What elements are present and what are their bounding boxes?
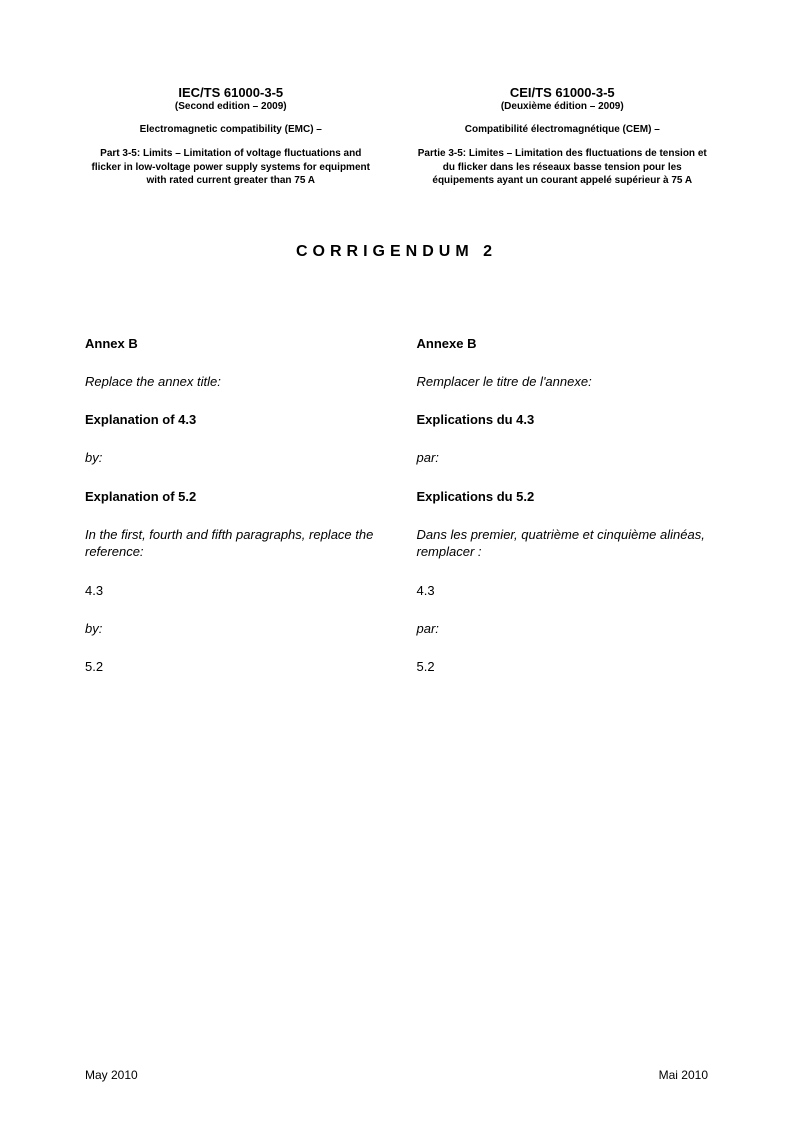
old-title-left: Explanation of 4.3 [85,412,377,427]
body: Annex B Replace the annex title: Explana… [85,336,708,697]
by1-left: by: [85,449,377,467]
corrigendum-title: CORRIGENDUM 2 [85,243,708,261]
doc-id-right: CEI/TS 61000-3-5 [417,85,709,100]
part-right: Partie 3-5: Limites – Limitation des flu… [417,147,709,188]
ref-instr-right: Dans les premier, quatrième et cinquième… [417,526,709,561]
annex-left: Annex B [85,336,377,351]
replace-title-right: Remplacer le titre de l'annexe: [417,373,709,391]
subject-right: Compatibilité électromagnétique (CEM) – [417,124,709,135]
subject-left: Electromagnetic compatibility (EMC) – [85,124,377,135]
doc-id-left: IEC/TS 61000-3-5 [85,85,377,100]
header-right-col: CEI/TS 61000-3-5 (Deuxième édition – 200… [417,85,709,188]
new-ref-left: 5.2 [85,659,377,674]
by1-right: par: [417,449,709,467]
body-left-col: Annex B Replace the annex title: Explana… [85,336,377,697]
body-right-col: Annexe B Remplacer le titre de l'annexe:… [417,336,709,697]
by2-right: par: [417,620,709,638]
new-title-left: Explanation of 5.2 [85,489,377,504]
old-ref-right: 4.3 [417,583,709,598]
footer-date-left: May 2010 [85,1068,138,1082]
footer-date-right: Mai 2010 [659,1068,708,1082]
new-ref-right: 5.2 [417,659,709,674]
annex-right: Annexe B [417,336,709,351]
part-left: Part 3-5: Limits – Limitation of voltage… [85,147,377,188]
old-title-right: Explications du 4.3 [417,412,709,427]
footer: May 2010 Mai 2010 [85,1068,708,1082]
header: IEC/TS 61000-3-5 (Second edition – 2009)… [85,85,708,188]
header-left-col: IEC/TS 61000-3-5 (Second edition – 2009)… [85,85,377,188]
by2-left: by: [85,620,377,638]
edition-right: (Deuxième édition – 2009) [417,101,709,112]
edition-left: (Second edition – 2009) [85,101,377,112]
new-title-right: Explications du 5.2 [417,489,709,504]
replace-title-left: Replace the annex title: [85,373,377,391]
ref-instr-left: In the first, fourth and fifth paragraph… [85,526,377,561]
old-ref-left: 4.3 [85,583,377,598]
